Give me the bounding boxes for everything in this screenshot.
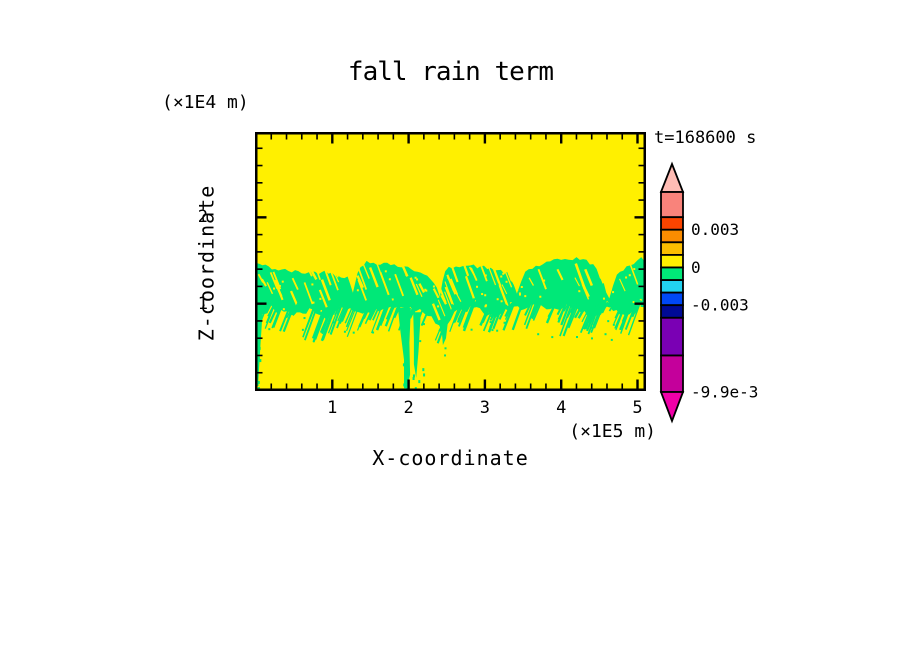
chart-title: fall rain term: [347, 57, 554, 87]
colorbar-cell: [660, 254, 684, 269]
green-speck: [301, 328, 304, 331]
timestamp-label: t=168600 s: [654, 128, 757, 148]
colorbar-overflow-top: [659, 161, 685, 193]
colorbar-label: -0.003: [691, 296, 749, 315]
colorbar-cell: [660, 266, 684, 282]
green-speck: [610, 338, 613, 341]
green-speck: [470, 328, 473, 331]
y-tick-label: 1: [197, 293, 208, 314]
plot-area: [255, 132, 646, 392]
x-tick-label: 3: [479, 398, 491, 418]
colorbar-cell: [660, 241, 684, 256]
green-speck: [444, 347, 447, 350]
colorbar-cell: [660, 354, 684, 393]
green-speck: [343, 330, 346, 333]
colorbar: 0.003 0 -0.003 -9.9e-3: [659, 161, 758, 424]
x-tick-label: 2: [403, 398, 414, 418]
green-speck: [491, 329, 494, 332]
green-speck: [537, 333, 540, 336]
field-plot-svg: [255, 132, 646, 391]
green-speck: [503, 321, 506, 324]
plot-frame: [255, 132, 646, 391]
colorbar-cell: [660, 279, 684, 294]
green-speck: [419, 340, 422, 343]
green-speck: [607, 320, 610, 323]
x-tick-label: 5: [632, 398, 643, 418]
colorbar-cell: [660, 316, 684, 357]
colorbar-cell: [660, 304, 684, 319]
colorbar-cell: [660, 191, 684, 219]
green-speck: [604, 333, 607, 336]
colorbar-label: 0.003: [691, 220, 739, 239]
axis-ticks: [257, 134, 644, 389]
green-speck: [590, 337, 593, 340]
y-axis-title: Z-coordinate: [194, 184, 219, 342]
green-speck: [496, 329, 499, 332]
descending-streak: [440, 316, 449, 346]
field-layers: [257, 134, 644, 389]
descending-streak: [413, 312, 421, 378]
green-speck: [590, 326, 593, 329]
green-speck: [576, 336, 579, 339]
x-axis-title: X-coordinate: [372, 446, 529, 470]
green-speck: [303, 317, 306, 320]
y-tick-label: 2: [197, 207, 208, 228]
x-tick-label: 4: [556, 398, 567, 418]
green-speck: [422, 323, 425, 326]
colorbar-label: -9.9e-3: [691, 383, 758, 402]
green-speck: [444, 354, 447, 357]
colorbar-label: 0: [691, 258, 701, 277]
green-speck: [551, 336, 554, 339]
colorbar-cell: [660, 216, 684, 231]
colorbar-overflow-bottom: [659, 391, 685, 424]
colorbar-cell: [660, 228, 684, 244]
green-speck: [332, 321, 335, 324]
x-axis-unit-label: (×1E5 m): [569, 421, 656, 442]
green-speck: [489, 321, 492, 324]
y-axis-unit-label: (×1E4 m): [162, 92, 249, 113]
green-speck: [612, 323, 615, 326]
band-inner-texture: [257, 249, 642, 321]
green-speck: [268, 328, 271, 331]
descending-streak: [257, 304, 263, 384]
colorbar-cell: [660, 291, 684, 307]
green-speck: [372, 331, 375, 334]
green-speck: [381, 318, 384, 321]
green-speck: [352, 331, 355, 334]
descending-streak: [397, 308, 411, 389]
x-tick-label: 1: [327, 398, 338, 418]
